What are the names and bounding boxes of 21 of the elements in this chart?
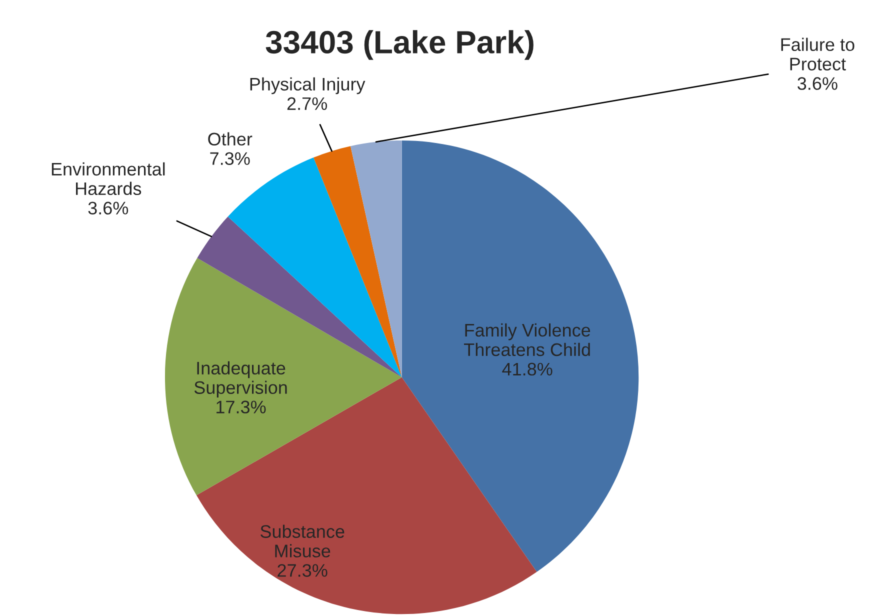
- slice-label: Environmental Hazards: [52, 162, 165, 196]
- data-label: 17.3%: [216, 400, 266, 414]
- slice-label: Failure to Protect: [781, 38, 854, 70]
- pie-slice: [197, 216, 402, 378]
- slice-label: Substance Misuse: [260, 524, 344, 558]
- data-label: 27.3%: [278, 564, 328, 577]
- pie-slice: [196, 377, 537, 614]
- chart-title: 33403 (Lake Park): [266, 30, 534, 60]
- pie-slice: [314, 146, 402, 378]
- pie-slice: [350, 140, 402, 378]
- data-label: 7.3%: [210, 152, 250, 165]
- data-label: 2.7%: [287, 97, 328, 110]
- data-label: 3.6%: [88, 202, 128, 214]
- data-label: 41.8%: [502, 362, 552, 376]
- slice-label: Physical Injury: [250, 77, 366, 94]
- slice-label: Family Violence Threatens Child: [464, 323, 590, 356]
- pie-slice: [164, 258, 402, 496]
- pie-slice: [402, 140, 639, 572]
- slice-label: Inadequate Supervision: [194, 361, 287, 398]
- slice-label: Other: [208, 132, 252, 146]
- data-label: 3.6%: [798, 77, 838, 90]
